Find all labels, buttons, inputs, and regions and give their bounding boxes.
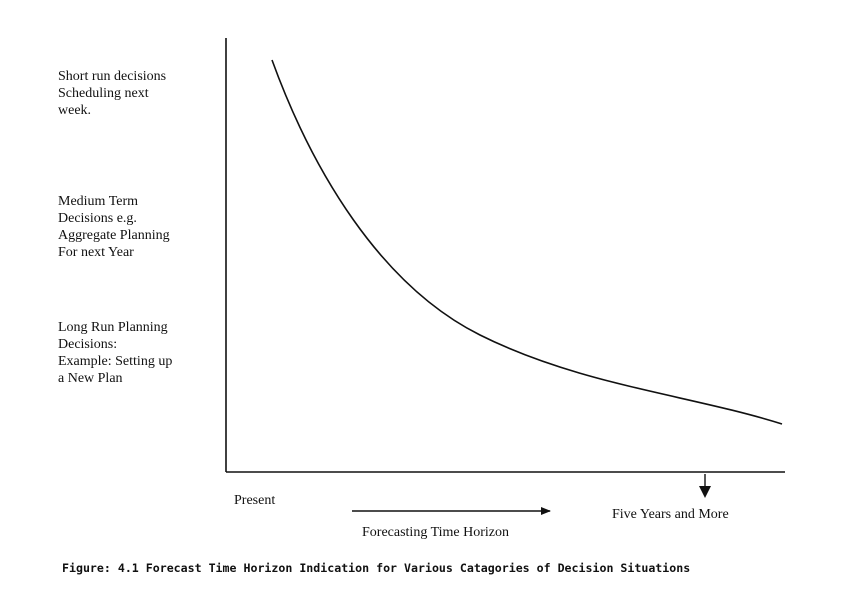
short-run-label: Short run decisions Scheduling next week… <box>58 69 167 118</box>
medium-term-label: Medium Term Decisions e.g. Aggregate Pla… <box>58 194 170 260</box>
long-run-label: Long Run Planning Decisions: Example: Se… <box>58 320 173 386</box>
five-years-label: Five Years and More <box>612 507 729 522</box>
five-years-arrowhead <box>699 486 711 498</box>
forecasting-time-horizon-label: Forecasting Time Horizon <box>362 525 509 540</box>
present-label: Present <box>234 493 276 508</box>
decision-horizon-curve <box>271 59 783 425</box>
figure-caption: Figure: 4.1 Forecast Time Horizon Indica… <box>62 561 691 575</box>
